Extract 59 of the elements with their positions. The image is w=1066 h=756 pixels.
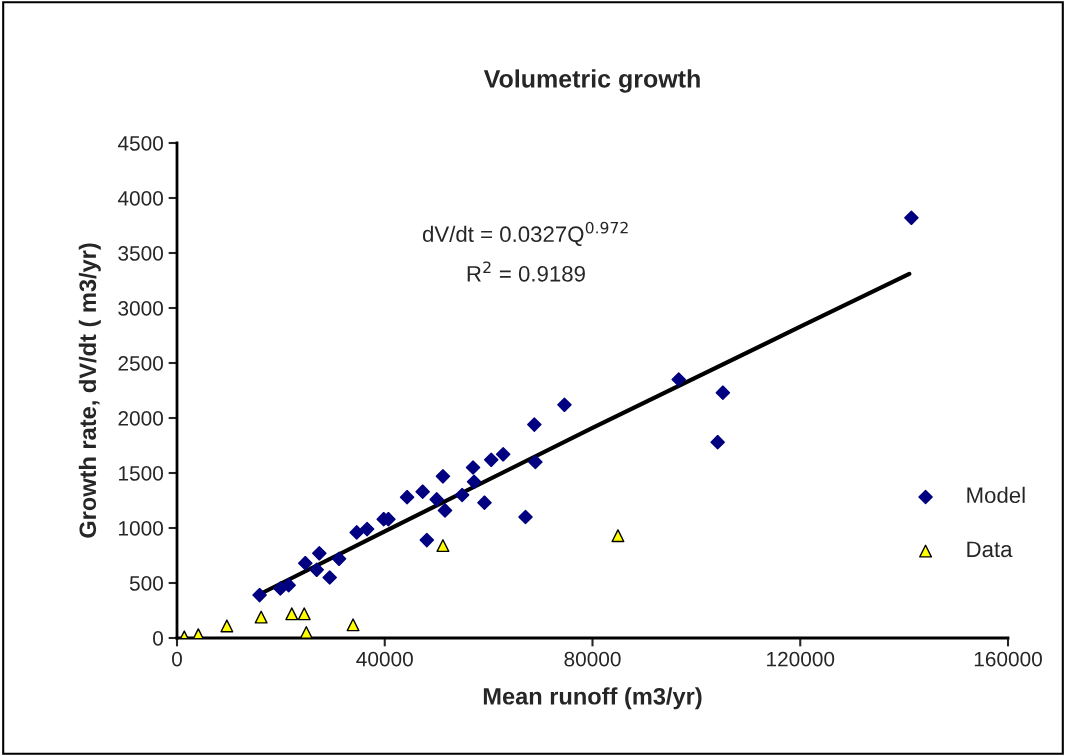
- x-tick-label: 120000: [767, 651, 835, 667]
- point: [298, 555, 313, 571]
- point: [309, 562, 324, 578]
- legend-label: Data: [967, 541, 1013, 558]
- y-axis-title: Growth rate, dV/dt ( m3/yr): [78, 243, 101, 538]
- annotation: dV/dt = 0.0327Q$^{0.972}$: [422, 221, 628, 247]
- point: [254, 610, 268, 624]
- point: [611, 529, 625, 543]
- y-tick-label: 2000: [118, 411, 163, 426]
- point: [483, 452, 499, 468]
- point: [331, 551, 347, 567]
- y-tick-label: 1500: [119, 466, 163, 481]
- point: [419, 532, 435, 548]
- point: [349, 525, 364, 540]
- point: [399, 489, 415, 505]
- point: [285, 607, 299, 621]
- point: [322, 570, 337, 585]
- point: [671, 372, 686, 387]
- annotation: R$^{2}$ = 0.9189: [467, 261, 585, 282]
- point: [715, 385, 731, 400]
- chart-title: Volumetric growth: [483, 69, 700, 93]
- point: [220, 619, 234, 633]
- x-axis-title: Mean runoff (m3/yr): [483, 687, 702, 710]
- y-tick-label: 500: [129, 576, 163, 591]
- point: [252, 587, 267, 603]
- y-tick-label: 0: [153, 631, 163, 646]
- y-tick-label: 1000: [119, 521, 163, 536]
- point: [518, 509, 533, 525]
- point: [346, 618, 360, 632]
- point: [527, 417, 542, 432]
- y-tick-label: 3500: [118, 246, 163, 261]
- y-tick-label: 4500: [117, 136, 163, 151]
- point: [297, 607, 311, 621]
- y-tick-label: 2500: [118, 356, 163, 371]
- point: [710, 434, 725, 450]
- x-tick-label: 80000: [564, 651, 621, 667]
- y-tick-label: 3000: [118, 301, 163, 316]
- legend-label: Model: [967, 486, 1025, 504]
- point: [429, 492, 444, 507]
- x-tick-label: 40000: [356, 651, 413, 667]
- point: [436, 539, 450, 553]
- point: [435, 469, 451, 484]
- x-tick-label: 160000: [974, 651, 1042, 667]
- point: [299, 625, 313, 638]
- point: [454, 487, 470, 503]
- point: [281, 577, 296, 593]
- point: [465, 460, 481, 475]
- point: [557, 397, 572, 413]
- point: [359, 521, 375, 537]
- point: [437, 503, 453, 518]
- point: [466, 474, 482, 490]
- point: [528, 454, 543, 470]
- x-tick-label: 0: [172, 651, 182, 667]
- point: [312, 546, 327, 561]
- point: [415, 484, 430, 499]
- point: [495, 447, 511, 462]
- y-tick-label: 4000: [117, 191, 163, 206]
- point: [904, 210, 919, 226]
- point: [477, 495, 492, 510]
